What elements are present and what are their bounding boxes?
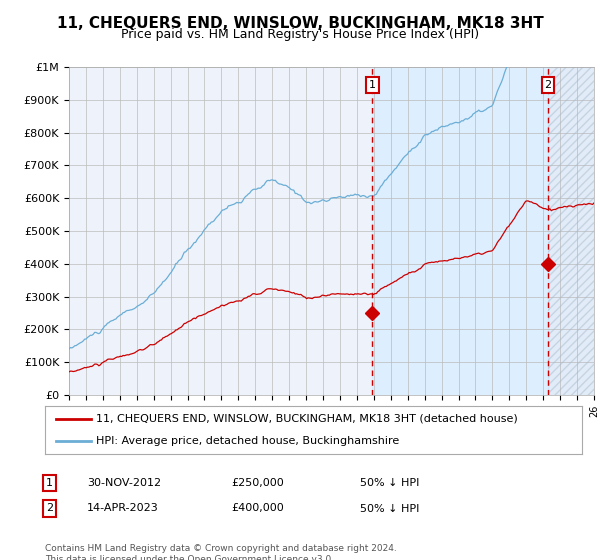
Text: Contains HM Land Registry data © Crown copyright and database right 2024.
This d: Contains HM Land Registry data © Crown c… xyxy=(45,544,397,560)
Text: 2: 2 xyxy=(545,80,551,90)
Text: 30-NOV-2012: 30-NOV-2012 xyxy=(87,478,161,488)
Text: Price paid vs. HM Land Registry's House Price Index (HPI): Price paid vs. HM Land Registry's House … xyxy=(121,28,479,41)
Text: HPI: Average price, detached house, Buckinghamshire: HPI: Average price, detached house, Buck… xyxy=(96,436,399,446)
Bar xyxy=(373,67,548,395)
Text: 50% ↓ HPI: 50% ↓ HPI xyxy=(360,478,419,488)
Text: 14-APR-2023: 14-APR-2023 xyxy=(87,503,159,514)
Text: 50% ↓ HPI: 50% ↓ HPI xyxy=(360,503,419,514)
Text: 2: 2 xyxy=(46,503,53,514)
Text: £250,000: £250,000 xyxy=(231,478,284,488)
Text: 11, CHEQUERS END, WINSLOW, BUCKINGHAM, MK18 3HT: 11, CHEQUERS END, WINSLOW, BUCKINGHAM, M… xyxy=(56,16,544,31)
Bar xyxy=(548,67,594,395)
Text: 11, CHEQUERS END, WINSLOW, BUCKINGHAM, MK18 3HT (detached house): 11, CHEQUERS END, WINSLOW, BUCKINGHAM, M… xyxy=(96,414,518,424)
Text: 1: 1 xyxy=(46,478,53,488)
Text: £400,000: £400,000 xyxy=(231,503,284,514)
Text: 1: 1 xyxy=(369,80,376,90)
Bar xyxy=(548,67,594,395)
